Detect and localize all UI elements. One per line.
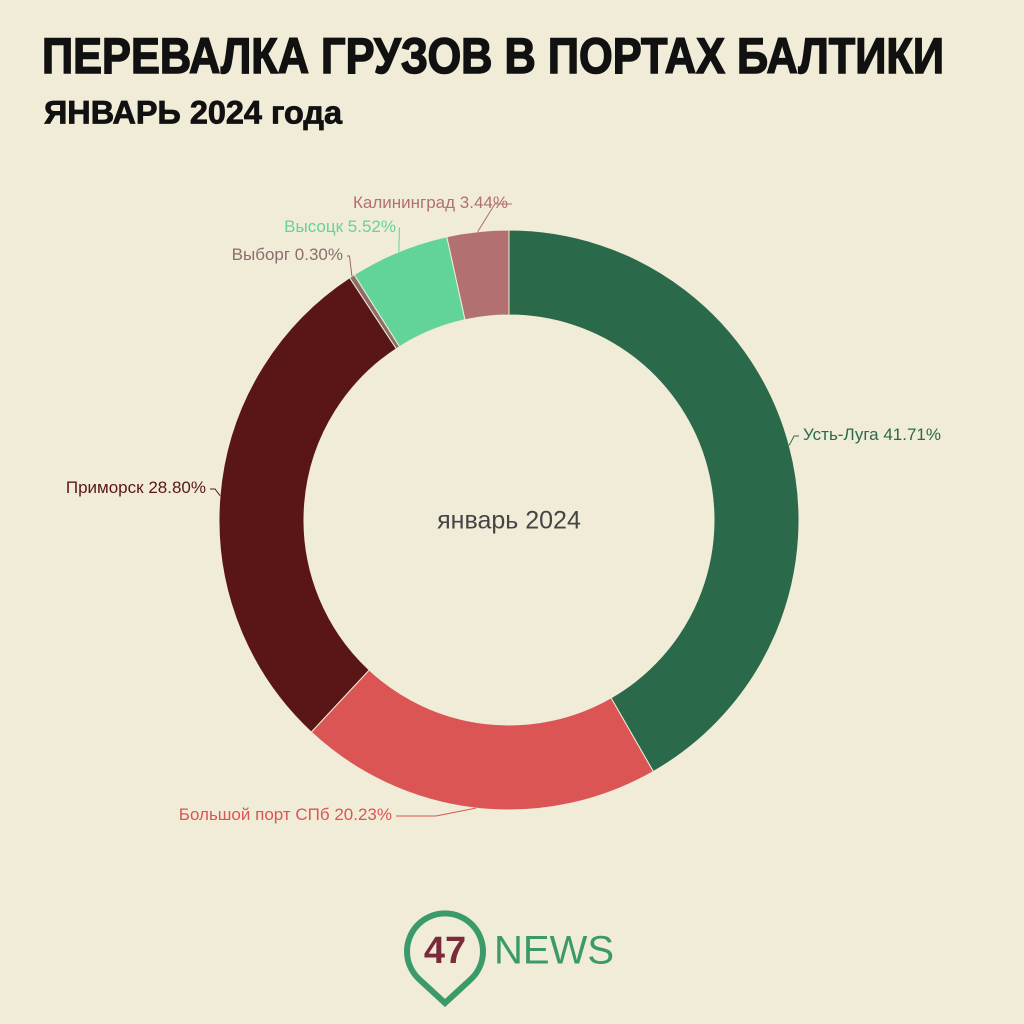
logo-pin <box>404 910 486 1008</box>
leader-line <box>210 488 221 496</box>
chart-subtitle: ЯНВАРЬ 2024 года <box>44 94 342 130</box>
chart-title: ПЕРЕВАЛКА ГРУЗОВ В ПОРТАХ БАЛТИКИ <box>42 28 944 84</box>
donut: Усть-Луга 41.71% Большой порт СПб 20.23% П… <box>66 193 941 824</box>
slice-label-category: Высоцк <box>284 217 343 236</box>
slice-label: Высоцк 5.52% <box>284 217 396 236</box>
slice-label-category: Большой порт СПб <box>179 805 330 824</box>
slice-label: Выборг 0.30% <box>232 245 343 264</box>
slice-label-category: Приморск <box>66 478 144 497</box>
leader-line <box>398 227 400 252</box>
slice-label-value: 20.23% <box>334 805 392 824</box>
slice-label: Усть-Луга 41.71% <box>803 425 941 444</box>
slice <box>508 229 800 773</box>
slice <box>446 229 510 321</box>
slice-label: Калининград 3.44% <box>353 193 508 212</box>
slice-label-value: 28.80% <box>148 478 206 497</box>
slice-label-category: Выборг <box>232 245 290 264</box>
leader-line <box>477 203 512 232</box>
logo-number: 47 <box>424 930 466 972</box>
logo: 47 NEWS <box>404 910 614 1008</box>
slice-label-category: Калининград <box>353 193 455 212</box>
slice-label-value: 3.44% <box>460 193 508 212</box>
slice-label-value: 0.30% <box>295 245 343 264</box>
leader-line <box>347 255 353 277</box>
slice-label-value: 5.52% <box>348 217 396 236</box>
logo-text: NEWS <box>494 929 614 973</box>
slice-label: Приморск 28.80% <box>66 478 206 497</box>
leader-line <box>396 807 476 817</box>
slice-label: Большой порт СПб 20.23% <box>179 805 392 824</box>
leader-line <box>788 435 799 446</box>
slice <box>218 277 398 733</box>
slice-label-value: 41.71% <box>883 425 941 444</box>
slice-label-category: Усть-Луга <box>803 425 879 444</box>
center-label: январь 2024 <box>437 507 581 535</box>
